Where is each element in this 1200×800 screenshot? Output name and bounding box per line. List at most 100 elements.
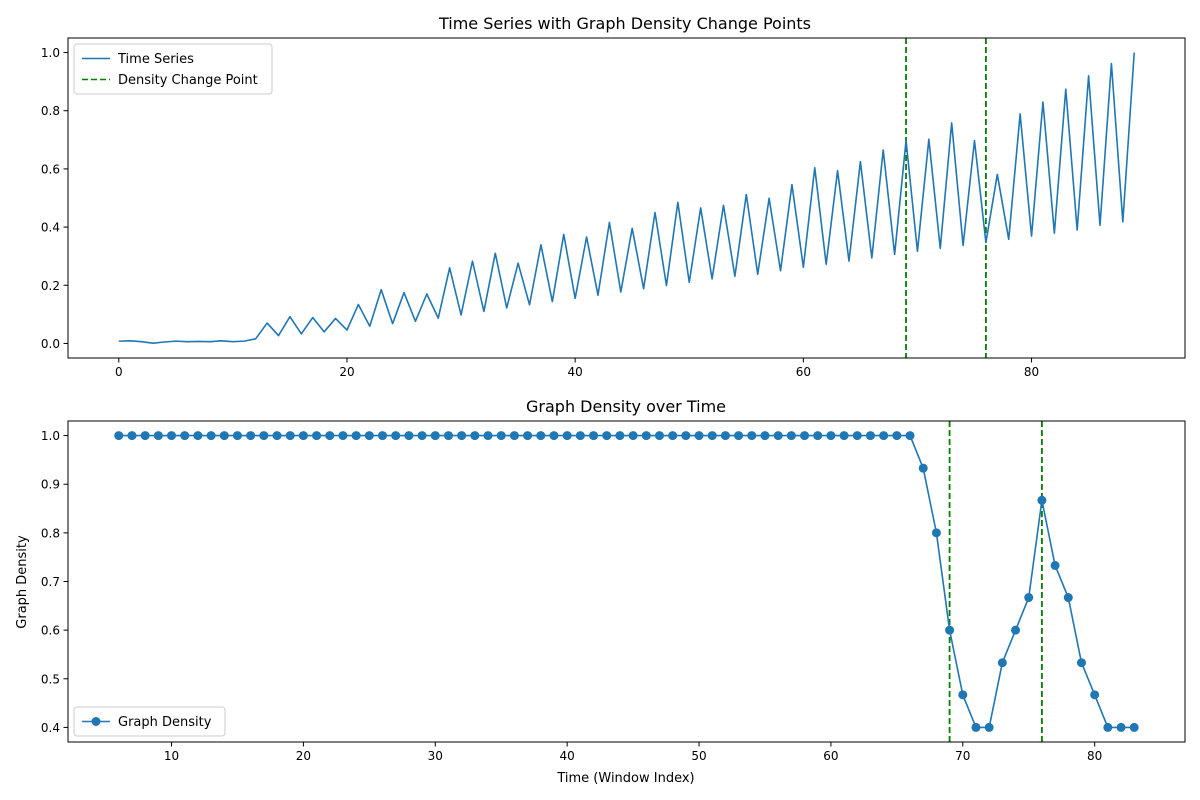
graph-density-point [562,431,572,441]
graph-density-point [800,431,810,441]
graph-density-point [879,431,889,441]
graph-density-point [153,431,163,441]
graph-density-point [971,722,981,732]
graph-density-point [417,431,427,441]
graph-density-point [536,431,546,441]
time-series-y-tick-label: 0.4 [41,221,60,235]
time-series-panel: Time Series with Graph Density Change Po… [41,14,1186,379]
graph-density-point [602,431,612,441]
graph-density-point [325,431,335,441]
graph-density-x-tick-label: 60 [823,749,838,763]
graph-density-point [457,431,467,441]
time-series-legend: Time Series Density Change Point [73,43,273,95]
graph-density-legend-marker [91,717,101,726]
time-series-legend-label: Density Change Point [118,73,258,88]
graph-density-point [1050,560,1060,570]
graph-density-x-tick-label: 40 [560,749,575,763]
graph-density-point [589,431,599,441]
graph-density-point [707,431,717,441]
graph-density-point [114,431,124,441]
graph-density-point [549,431,559,441]
graph-density-point [1037,495,1047,505]
graph-density-point [1063,593,1073,603]
graph-density-y-tick-label: 0.4 [41,721,60,735]
graph-density-point [298,431,308,441]
graph-density-point [338,431,348,441]
graph-density-y-tick-label: 0.7 [41,575,60,589]
graph-density-point [668,431,678,441]
graph-density-data [114,431,1139,732]
graph-density-point [905,431,915,441]
time-series-plot-frame [67,37,1186,359]
graph-density-point [1103,722,1113,732]
graph-density-y-tick-label: 1.0 [41,429,60,443]
time-series-x-tick-label: 60 [796,365,811,379]
graph-density-point [312,431,322,441]
graph-density-y-tick-label: 0.8 [41,526,60,540]
graph-density-point [654,431,664,441]
graph-density-point [483,431,493,441]
graph-density-point [945,625,955,635]
graph-density-point [984,722,994,732]
graph-density-y-tick-label: 0.9 [41,478,60,492]
graph-density-y-axis-label: Graph Density [15,535,30,629]
graph-density-point [364,431,374,441]
graph-density-point [865,431,875,441]
time-series-title: Time Series with Graph Density Change Po… [438,14,811,33]
time-series-y-tick-label: 0.8 [41,104,60,118]
graph-density-point [826,431,836,441]
time-series-x-tick-label: 80 [1024,365,1039,379]
time-series-legend-box [73,43,273,95]
graph-density-point [773,431,783,441]
graph-density-point [1011,625,1021,635]
time-series-data [118,52,1136,344]
graph-density-point [404,431,414,441]
graph-density-panel: Graph Density over Time 10 20 30 40 50 60 70 80… [15,397,1186,786]
graph-density-plot-area [68,421,1185,742]
graph-density-x-tick-label: 10 [164,749,179,763]
graph-density-point [140,431,150,441]
time-series-y-tick-label: 1.0 [41,46,60,60]
graph-density-legend-box [73,706,226,737]
graph-density-x-tick-label: 50 [691,749,706,763]
graph-density-point [1076,658,1086,668]
time-series-y-tick-label: 0.2 [41,279,60,293]
graph-density-x-tick-label: 30 [428,749,443,763]
graph-density-point [681,431,691,441]
graph-density-point [813,431,823,441]
graph-density-point [443,431,453,441]
graph-density-point [246,431,256,441]
graph-density-point [351,431,361,441]
graph-density-title: Graph Density over Time [526,397,726,416]
graph-density-legend-label: Graph Density [118,715,212,730]
graph-density-point [958,690,968,700]
graph-density-y-tick-label: 0.5 [41,672,60,686]
graph-density-point [628,431,638,441]
graph-density-point [852,431,862,441]
time-series-series-line [118,52,1136,344]
graph-density-point [1116,722,1126,732]
graph-density-point [391,431,401,441]
graph-density-point [470,431,480,441]
graph-density-point [720,431,730,441]
graph-density-point [232,431,242,441]
graph-density-point [575,431,585,441]
graph-density-point [430,431,440,441]
graph-density-y-tick-label: 0.6 [41,624,60,638]
graph-density-point [931,528,941,538]
graph-density-point [641,431,651,441]
time-series-change-points [905,38,987,358]
graph-density-point [167,431,177,441]
graph-density-x-tick-label: 80 [1087,749,1102,763]
graph-density-point [839,431,849,441]
graph-density-point [285,431,295,441]
graph-density-point [509,431,519,441]
graph-density-point [615,431,625,441]
time-series-legend-label: Time Series [117,52,194,67]
graph-density-point [997,658,1007,668]
graph-density-point [180,431,190,441]
graph-density-x-tick-label: 70 [955,749,970,763]
graph-density-point [1024,593,1034,603]
time-series-y-tick-label: 0.0 [41,337,60,351]
